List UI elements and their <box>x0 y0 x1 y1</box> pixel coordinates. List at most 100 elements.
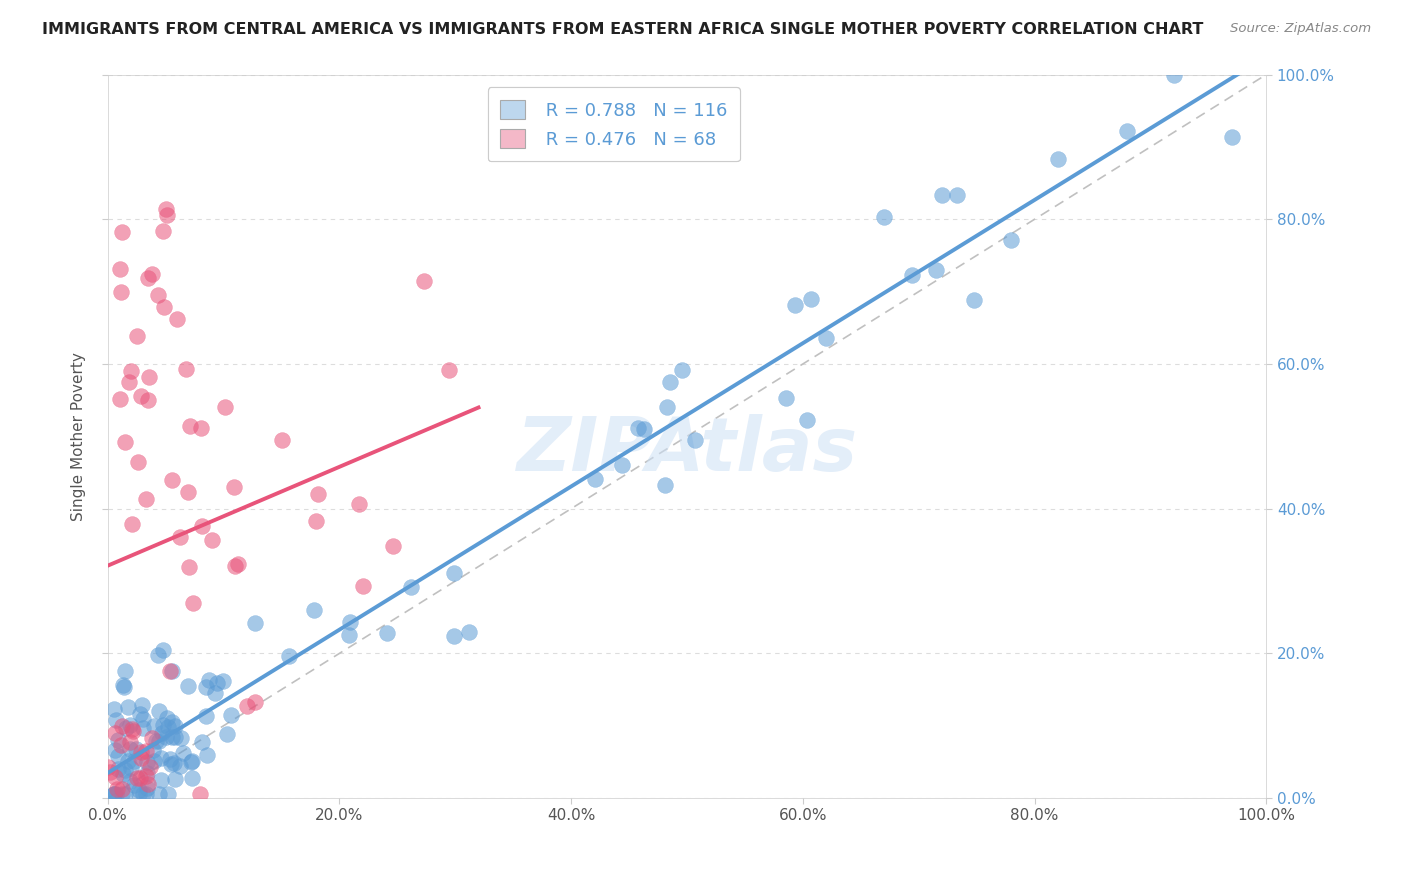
Point <box>136 780 159 795</box>
Point <box>783 298 806 312</box>
Point <box>107 762 129 776</box>
Point <box>198 673 221 687</box>
Point <box>111 719 134 733</box>
Point <box>156 208 179 222</box>
Point <box>775 391 797 405</box>
Point <box>155 202 177 216</box>
Point <box>163 730 186 744</box>
Point <box>222 480 245 494</box>
Point <box>163 719 186 733</box>
Point <box>129 745 152 759</box>
Point <box>307 487 329 501</box>
Point <box>190 519 212 533</box>
Point <box>236 699 259 714</box>
Point <box>159 665 181 679</box>
Point <box>104 788 127 802</box>
Point <box>152 718 174 732</box>
Point <box>191 735 214 749</box>
Point <box>1163 68 1185 82</box>
Point <box>110 738 132 752</box>
Point <box>170 731 193 746</box>
Point <box>143 754 166 768</box>
Point <box>172 746 194 760</box>
Point <box>120 718 142 732</box>
Point <box>125 329 148 343</box>
Point <box>215 726 238 740</box>
Point <box>162 730 184 744</box>
Point <box>135 744 157 758</box>
Point <box>132 712 155 726</box>
Point <box>97 760 120 774</box>
Point <box>111 767 134 781</box>
Point <box>169 530 191 544</box>
Point <box>142 743 165 757</box>
Point <box>138 370 160 384</box>
Point <box>141 267 163 281</box>
Point <box>443 566 465 580</box>
Point <box>800 292 823 306</box>
Point <box>103 788 125 802</box>
Point <box>121 516 143 531</box>
Point <box>382 539 405 553</box>
Point <box>135 769 157 783</box>
Point <box>163 756 186 771</box>
Point <box>131 698 153 712</box>
Point <box>177 485 200 500</box>
Point <box>127 455 149 469</box>
Point <box>352 579 374 593</box>
Point <box>145 733 167 747</box>
Point <box>177 560 200 574</box>
Point <box>1046 152 1069 166</box>
Point <box>219 708 242 723</box>
Point <box>104 770 127 784</box>
Point <box>658 375 681 389</box>
Point <box>339 615 361 629</box>
Point <box>107 733 129 747</box>
Point <box>124 778 146 792</box>
Point <box>945 187 967 202</box>
Point <box>815 331 838 345</box>
Point <box>305 514 328 528</box>
Point <box>224 559 246 574</box>
Point <box>181 754 204 768</box>
Point <box>181 771 204 785</box>
Point <box>655 400 678 414</box>
Point <box>108 262 131 277</box>
Point <box>347 497 370 511</box>
Point <box>152 642 174 657</box>
Point <box>873 210 896 224</box>
Point <box>107 749 129 764</box>
Point <box>132 788 155 802</box>
Point <box>135 755 157 769</box>
Point <box>148 288 170 302</box>
Point <box>104 726 127 740</box>
Point <box>278 649 301 664</box>
Point <box>163 772 186 787</box>
Point <box>931 187 953 202</box>
Point <box>143 719 166 733</box>
Point <box>439 362 461 376</box>
Point <box>111 782 134 797</box>
Point <box>457 625 479 640</box>
Point <box>583 473 606 487</box>
Point <box>148 788 170 802</box>
Point <box>1000 233 1022 247</box>
Point <box>114 788 136 802</box>
Point <box>117 754 139 768</box>
Point <box>155 730 177 744</box>
Point <box>924 262 946 277</box>
Point <box>183 596 205 610</box>
Point <box>190 421 212 435</box>
Point <box>108 392 131 407</box>
Point <box>136 777 159 791</box>
Point <box>159 752 181 766</box>
Point <box>124 742 146 756</box>
Point <box>112 678 135 692</box>
Point <box>136 766 159 780</box>
Point <box>110 285 132 300</box>
Point <box>150 773 173 788</box>
Point <box>160 664 183 678</box>
Point <box>194 680 217 694</box>
Point <box>114 434 136 449</box>
Text: Source: ZipAtlas.com: Source: ZipAtlas.com <box>1230 22 1371 36</box>
